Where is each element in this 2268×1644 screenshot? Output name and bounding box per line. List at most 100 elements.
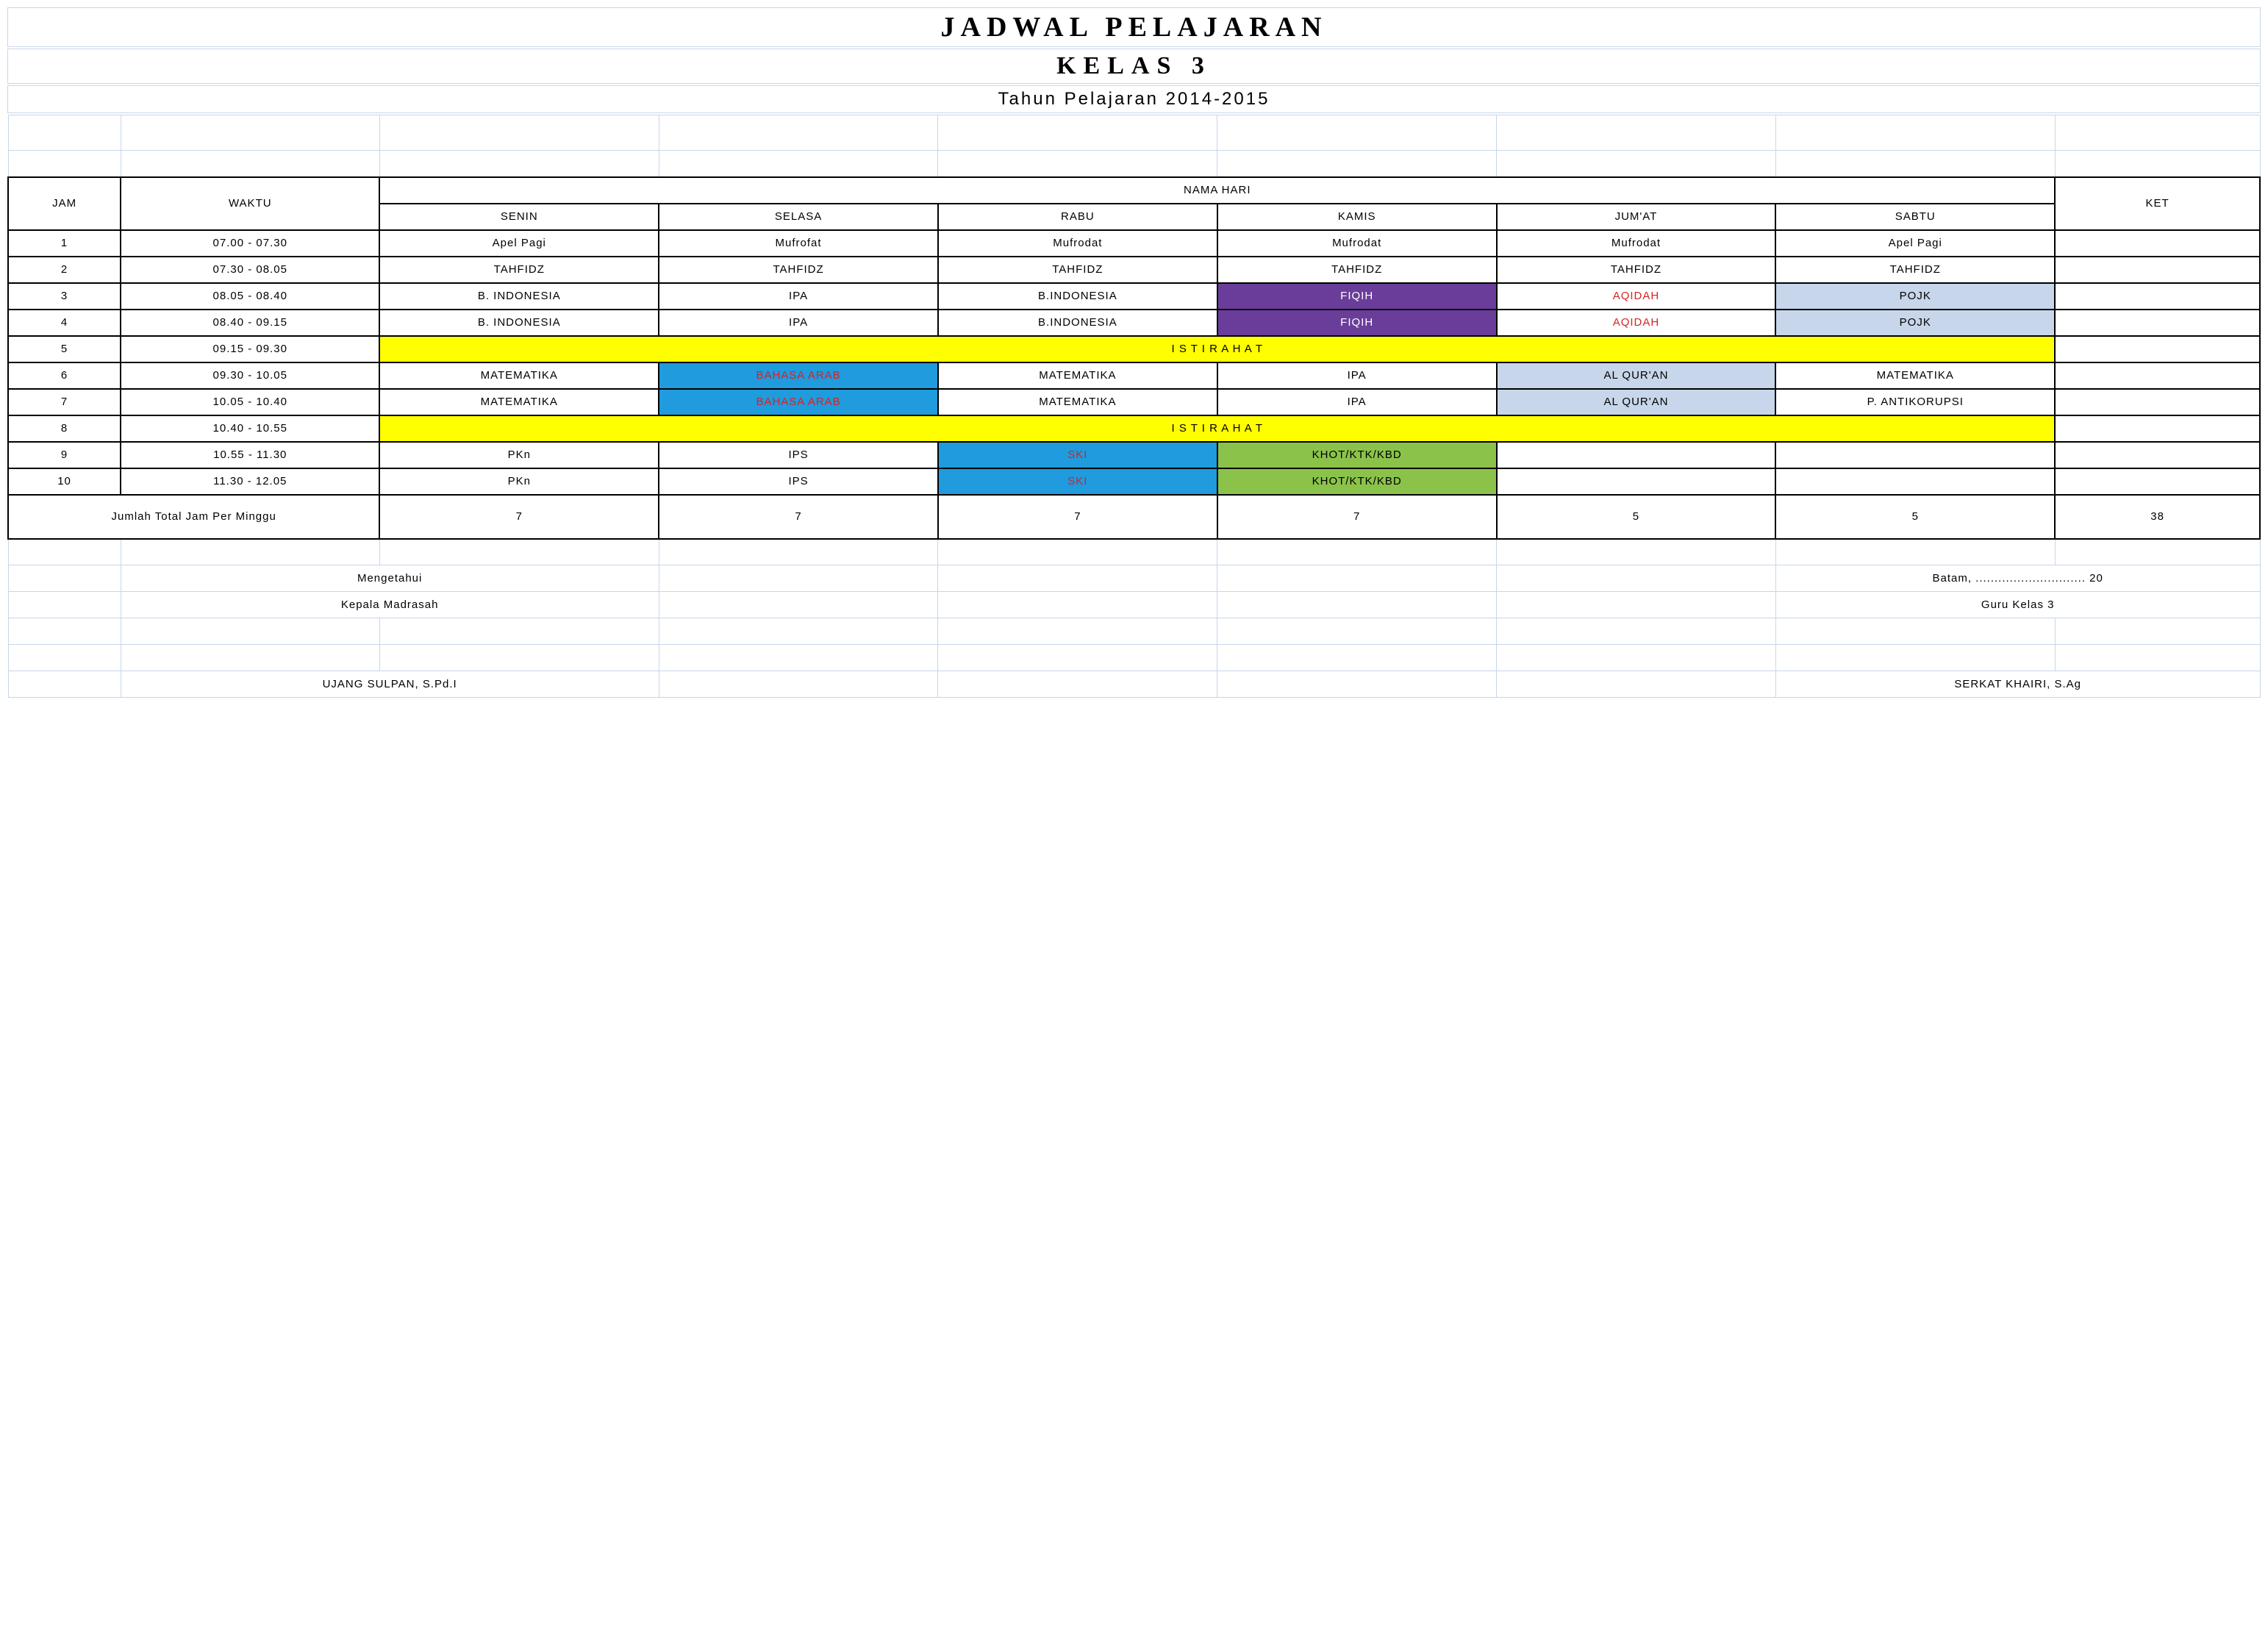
cell: AL QUR'AN <box>1497 362 1776 389</box>
time-1: 07.00 - 07.30 <box>121 230 379 257</box>
day-rabu: RABU <box>938 204 1217 230</box>
cell: TAHFIDZ <box>1497 257 1776 283</box>
cell <box>1775 442 2055 468</box>
time-3: 08.05 - 08.40 <box>121 283 379 310</box>
cell: KHOT/KTK/KBD <box>1217 442 1497 468</box>
spacer-row <box>8 115 2260 151</box>
spacer-row <box>8 618 2260 645</box>
cell: TAHFIDZ <box>1775 257 2055 283</box>
time-4: 08.40 - 09.15 <box>121 310 379 336</box>
class-title: KELAS 3 <box>7 49 2261 84</box>
cell: IPA <box>1217 389 1497 415</box>
period-row-6: 6 09.30 - 10.05 MATEMATIKA BAHASA ARAB M… <box>8 362 2260 389</box>
period-row-7: 7 10.05 - 10.40 MATEMATIKA BAHASA ARAB M… <box>8 389 2260 415</box>
cell: AL QUR'AN <box>1497 389 1776 415</box>
col-waktu: WAKTU <box>121 177 379 230</box>
cell: MATEMATIKA <box>1775 362 2055 389</box>
cell: P. ANTIKORUPSI <box>1775 389 2055 415</box>
sign-right-name: SERKAT KHAIRI, S.Ag <box>1775 671 2260 698</box>
day-jumat: JUM'AT <box>1497 204 1776 230</box>
cell: AQIDAH <box>1497 310 1776 336</box>
period-row-3: 3 08.05 - 08.40 B. INDONESIA IPA B.INDON… <box>8 283 2260 310</box>
cell: PKn <box>379 468 659 495</box>
cell: MATEMATIKA <box>379 362 659 389</box>
day-selasa: SELASA <box>659 204 938 230</box>
cell: B. INDONESIA <box>379 310 659 336</box>
time-6: 09.30 - 10.05 <box>121 362 379 389</box>
main-title: JADWAL PELAJARAN <box>7 7 2261 47</box>
col-jam: JAM <box>8 177 121 230</box>
cell <box>1775 468 2055 495</box>
sig-row-2: Kepala Madrasah Guru Kelas 3 <box>8 592 2260 618</box>
kepala-madrasah: Kepala Madrasah <box>121 592 659 618</box>
cell: TAHFIDZ <box>938 257 1217 283</box>
total-senin: 7 <box>379 495 659 539</box>
cell: B.INDONESIA <box>938 283 1217 310</box>
day-senin: SENIN <box>379 204 659 230</box>
sig-row-3: UJANG SULPAN, S.Pd.I SERKAT KHAIRI, S.Ag <box>8 671 2260 698</box>
cell: MATEMATIKA <box>379 389 659 415</box>
time-5: 09.15 - 09.30 <box>121 336 379 362</box>
time-2: 07.30 - 08.05 <box>121 257 379 283</box>
spacer-row <box>8 151 2260 177</box>
period-row-2: 2 07.30 - 08.05 TAHFIDZ TAHFIDZ TAHFIDZ … <box>8 257 2260 283</box>
cell: Apel Pagi <box>1775 230 2055 257</box>
cell: IPA <box>659 310 938 336</box>
header-row-1: JAM WAKTU NAMA HARI KET <box>8 177 2260 204</box>
col-nama-hari: NAMA HARI <box>379 177 2055 204</box>
cell: Mufrofat <box>659 230 938 257</box>
cell: BAHASA ARAB <box>659 362 938 389</box>
sig-row-1: Mengetahui Batam, ......................… <box>8 565 2260 592</box>
cell: SKI <box>938 468 1217 495</box>
cell: PKn <box>379 442 659 468</box>
total-kamis: 7 <box>1217 495 1497 539</box>
cell: Apel Pagi <box>379 230 659 257</box>
cell: AQIDAH <box>1497 283 1776 310</box>
cell: POJK <box>1775 310 2055 336</box>
cell: BAHASA ARAB <box>659 389 938 415</box>
col-ket: KET <box>2055 177 2260 230</box>
cell: FIQIH <box>1217 310 1497 336</box>
cell: IPS <box>659 442 938 468</box>
period-row-9: 9 10.55 - 11.30 PKn IPS SKI KHOT/KTK/KBD <box>8 442 2260 468</box>
cell: SKI <box>938 442 1217 468</box>
period-row-8: 8 10.40 - 10.55 I S T I R A H A T <box>8 415 2260 442</box>
period-row-1: 1 07.00 - 07.30 Apel Pagi Mufrofat Mufro… <box>8 230 2260 257</box>
cell: TAHFIDZ <box>659 257 938 283</box>
period-row-5: 5 09.15 - 09.30 I S T I R A H A T <box>8 336 2260 362</box>
cell: B.INDONESIA <box>938 310 1217 336</box>
time-9: 10.55 - 11.30 <box>121 442 379 468</box>
totals-label: Jumlah Total Jam Per Minggu <box>8 495 379 539</box>
guru-kelas: Guru Kelas 3 <box>1775 592 2260 618</box>
break-cell: I S T I R A H A T <box>379 336 2055 362</box>
total-grand: 38 <box>2055 495 2260 539</box>
total-rabu: 7 <box>938 495 1217 539</box>
cell: MATEMATIKA <box>938 362 1217 389</box>
cell <box>1497 442 1776 468</box>
break-cell: I S T I R A H A T <box>379 415 2055 442</box>
mengetahui: Mengetahui <box>121 565 659 592</box>
total-jumat: 5 <box>1497 495 1776 539</box>
spacer-row <box>8 645 2260 671</box>
period-row-10: 10 11.30 - 12.05 PKn IPS SKI KHOT/KTK/KB… <box>8 468 2260 495</box>
cell: KHOT/KTK/KBD <box>1217 468 1497 495</box>
time-10: 11.30 - 12.05 <box>121 468 379 495</box>
batam-date: Batam, ............................. 20 <box>1775 565 2260 592</box>
cell <box>1497 468 1776 495</box>
cell: Mufrodat <box>938 230 1217 257</box>
cell: IPA <box>1217 362 1497 389</box>
time-8: 10.40 - 10.55 <box>121 415 379 442</box>
time-7: 10.05 - 10.40 <box>121 389 379 415</box>
total-selasa: 7 <box>659 495 938 539</box>
sign-left-name: UJANG SULPAN, S.Pd.I <box>121 671 659 698</box>
cell: POJK <box>1775 283 2055 310</box>
cell: Mufrodat <box>1497 230 1776 257</box>
cell: FIQIH <box>1217 283 1497 310</box>
cell: TAHFIDZ <box>1217 257 1497 283</box>
period-row-4: 4 08.40 - 09.15 B. INDONESIA IPA B.INDON… <box>8 310 2260 336</box>
cell: Mufrodat <box>1217 230 1497 257</box>
totals-row: Jumlah Total Jam Per Minggu 7 7 7 7 5 5 … <box>8 495 2260 539</box>
year-title: Tahun Pelajaran 2014-2015 <box>7 85 2261 113</box>
cell: IPS <box>659 468 938 495</box>
cell: B. INDONESIA <box>379 283 659 310</box>
